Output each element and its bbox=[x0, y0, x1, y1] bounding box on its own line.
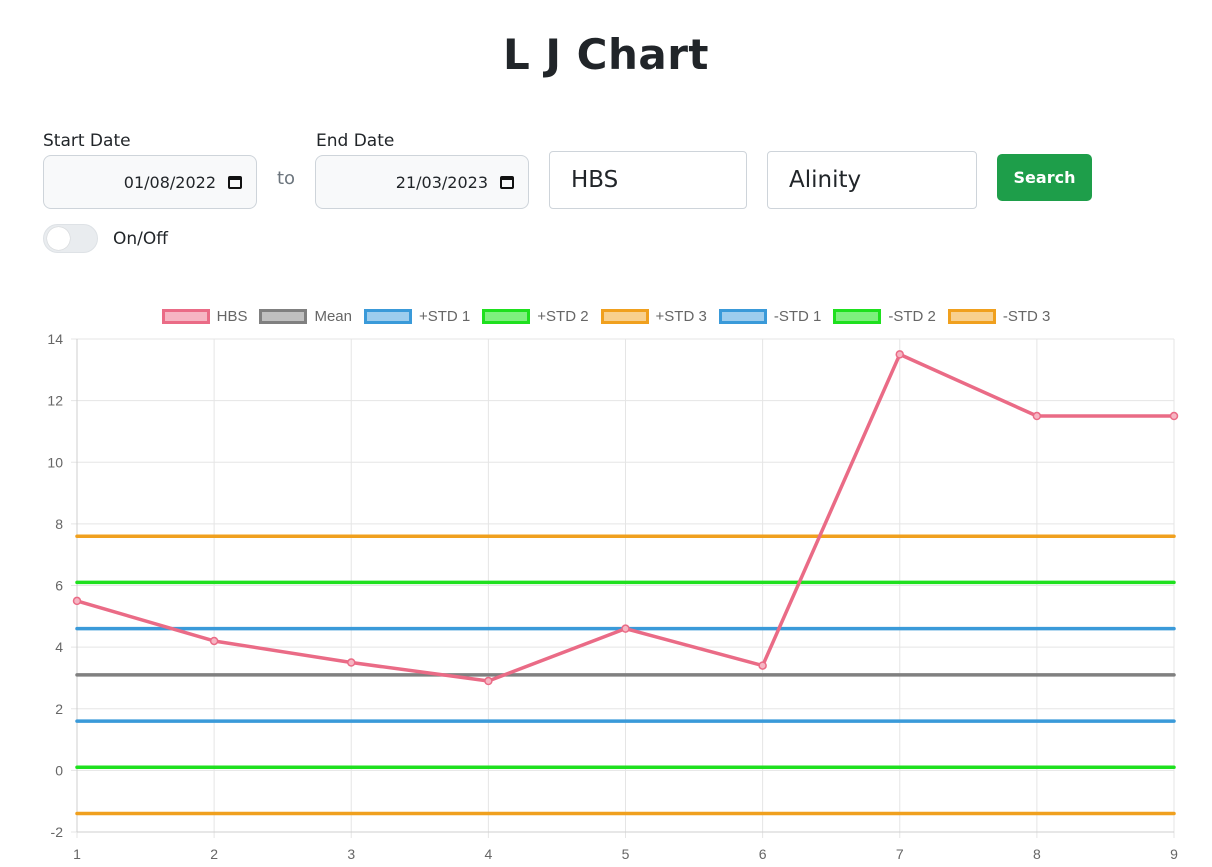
y-tick-label: 2 bbox=[55, 701, 63, 717]
legend-label: HBS bbox=[216, 308, 248, 325]
y-tick-label: 8 bbox=[55, 516, 63, 532]
data-point bbox=[758, 661, 767, 670]
legend-swatch bbox=[482, 309, 531, 324]
start-date-value: 01/08/2022 bbox=[123, 172, 216, 192]
y-tick-label: 14 bbox=[47, 331, 63, 347]
y-tick-label: 0 bbox=[55, 762, 63, 778]
legend-swatch bbox=[947, 309, 996, 324]
y-tick-label: 6 bbox=[55, 578, 63, 594]
test-input[interactable]: HBS bbox=[549, 151, 747, 209]
legend-swatch bbox=[161, 309, 210, 324]
legend-label: -STD 3 bbox=[1002, 308, 1051, 325]
data-point bbox=[895, 350, 904, 359]
legend-swatch bbox=[718, 309, 767, 324]
start-date-label: Start Date bbox=[43, 131, 131, 151]
test-input-value: HBS bbox=[571, 167, 619, 193]
on-off-toggle[interactable] bbox=[43, 224, 98, 253]
y-tick-label: -2 bbox=[51, 824, 64, 840]
legend-label: Mean bbox=[314, 308, 352, 325]
toggle-knob bbox=[47, 227, 70, 250]
y-tick-label: 12 bbox=[47, 393, 63, 409]
x-tick-label: 4 bbox=[484, 846, 492, 862]
legend-swatch bbox=[833, 309, 882, 324]
data-point bbox=[484, 676, 493, 686]
x-tick-label: 6 bbox=[759, 846, 767, 862]
data-point bbox=[1032, 411, 1042, 421]
legend-label: +STD 1 bbox=[418, 308, 471, 325]
legend-item[interactable]: -STD 1 bbox=[718, 308, 822, 325]
toggle-label: On/Off bbox=[113, 229, 168, 249]
data-point bbox=[1169, 411, 1179, 421]
legend-item[interactable]: HBS bbox=[161, 308, 248, 325]
page-title: L J Chart bbox=[503, 30, 709, 79]
calendar-icon[interactable] bbox=[228, 175, 242, 189]
legend-label: +STD 3 bbox=[655, 308, 707, 325]
legend-item[interactable]: +STD 2 bbox=[482, 308, 589, 325]
legend-item[interactable]: +STD 1 bbox=[363, 308, 471, 325]
x-tick-label: 1 bbox=[73, 846, 81, 862]
x-tick-label: 7 bbox=[896, 846, 904, 862]
date-range-separator: to bbox=[277, 168, 296, 189]
end-date-input[interactable]: 21/03/2023 bbox=[315, 155, 529, 209]
analyzer-input[interactable]: Alinity bbox=[767, 151, 977, 209]
y-tick-label: 4 bbox=[55, 639, 63, 655]
x-tick-label: 5 bbox=[622, 846, 630, 862]
legend-label: +STD 2 bbox=[537, 308, 589, 325]
data-point bbox=[72, 596, 82, 606]
x-tick-label: 2 bbox=[210, 846, 218, 862]
legend-label: -STD 2 bbox=[888, 308, 936, 325]
legend-item[interactable]: Mean bbox=[259, 308, 352, 325]
x-tick-label: 3 bbox=[347, 846, 355, 862]
data-point bbox=[621, 624, 630, 633]
legend-item[interactable]: -STD 2 bbox=[833, 308, 936, 325]
calendar-icon[interactable] bbox=[500, 175, 514, 189]
legend-swatch bbox=[600, 309, 649, 324]
chart-legend: HBS Mean +STD 1 +STD 2 +STD 3 -STD 1 -STD 2 -ST… bbox=[0, 308, 1212, 325]
data-point bbox=[347, 658, 356, 667]
legend-item[interactable]: -STD 3 bbox=[947, 308, 1051, 325]
x-tick-label: 8 bbox=[1033, 846, 1041, 862]
data-point bbox=[209, 636, 219, 646]
start-date-input[interactable]: 01/08/2022 bbox=[43, 155, 257, 209]
y-tick-label: 10 bbox=[47, 454, 63, 470]
legend-swatch bbox=[259, 309, 308, 324]
legend-label: -STD 1 bbox=[773, 308, 822, 325]
legend-swatch bbox=[363, 309, 412, 324]
analyzer-input-value: Alinity bbox=[789, 167, 862, 193]
search-button[interactable]: Search bbox=[997, 154, 1092, 201]
x-tick-label: 9 bbox=[1170, 846, 1178, 862]
end-date-label: End Date bbox=[316, 131, 395, 151]
legend-item[interactable]: +STD 3 bbox=[600, 308, 707, 325]
end-date-value: 21/03/2023 bbox=[395, 172, 488, 192]
